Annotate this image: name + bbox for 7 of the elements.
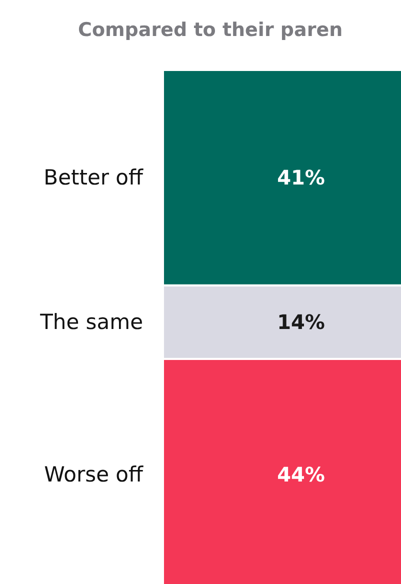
data-label: 44% [277,462,325,486]
data-label: 41% [277,166,325,190]
series-label: Better off [44,166,144,190]
series-label: The same [39,310,143,334]
series-label: Worse off [44,462,144,486]
data-label: 14% [277,310,325,334]
chart-title: Compared to their paren [78,19,343,41]
